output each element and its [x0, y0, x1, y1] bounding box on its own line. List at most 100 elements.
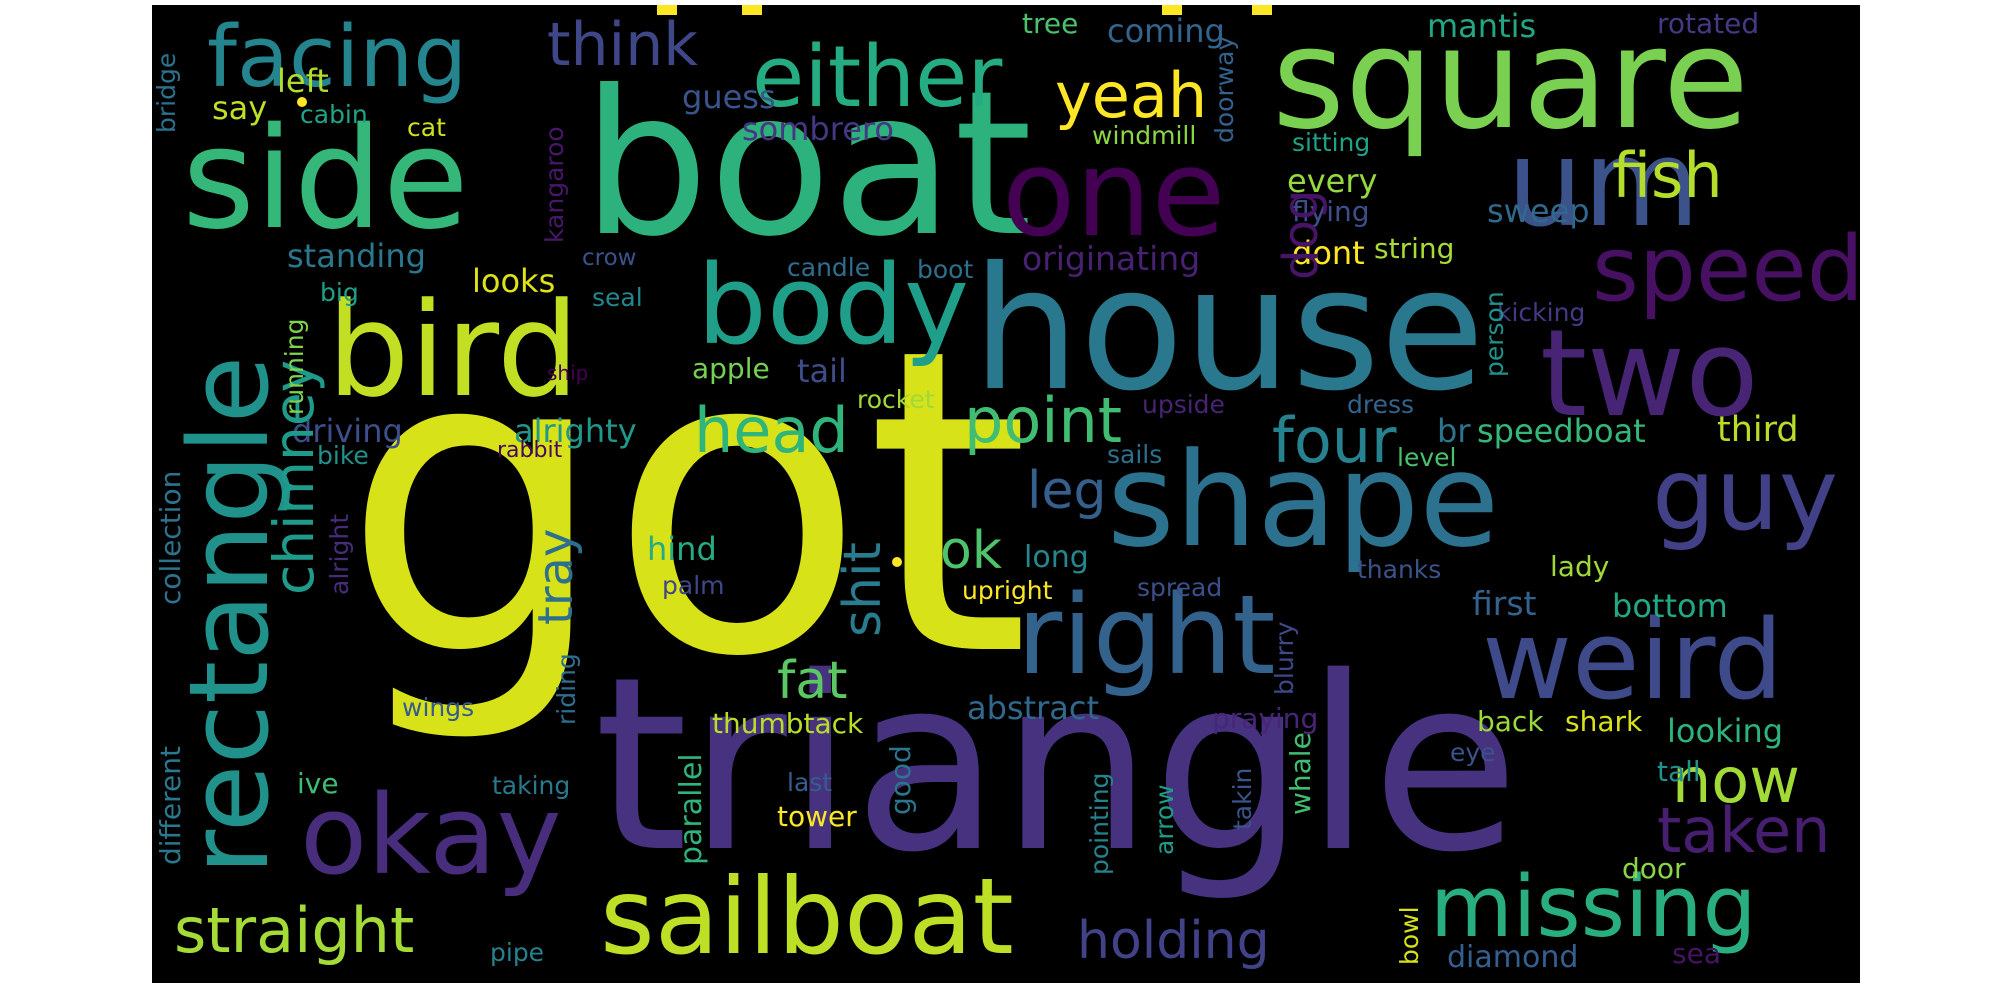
word-whale: whale — [1284, 732, 1317, 815]
word-cloud: got triangle boat house side square shap… — [152, 5, 1860, 983]
word-mantis: mantis — [1427, 7, 1537, 45]
word-sombrero: sombrero — [742, 110, 894, 148]
word-dress: dress — [1347, 390, 1415, 419]
word-bridge: bridge — [152, 52, 181, 133]
word-ship: ship — [547, 361, 589, 385]
word-um: um — [1507, 115, 1700, 254]
dash-glyph — [657, 5, 677, 15]
dash-glyph — [1252, 5, 1272, 15]
word-arrow: arrow — [1150, 784, 1179, 855]
word-four: four — [1272, 404, 1397, 477]
word-rocket: rocket — [857, 385, 935, 414]
word-ive: ive — [297, 767, 339, 800]
word-sweep: sweep — [1487, 192, 1590, 230]
word-bike: bike — [317, 441, 369, 470]
word-house: house — [972, 231, 1485, 429]
word-right: right — [1017, 571, 1276, 699]
word-windmill: windmill — [1092, 121, 1197, 150]
word-facing: facing — [207, 8, 468, 107]
word-tree: tree — [1022, 7, 1079, 40]
word-guess: guess — [682, 78, 776, 116]
word-eye: eye — [1450, 738, 1496, 767]
word-shit: shit — [833, 542, 893, 637]
word-two: two — [1540, 305, 1759, 444]
word-sitting: sitting — [1292, 128, 1371, 157]
word-shape: shape — [1107, 424, 1500, 576]
word-speed: speed — [1592, 217, 1860, 322]
word-looking: looking — [1667, 712, 1784, 750]
word-takin: takin — [1228, 767, 1257, 830]
word-boat: boat — [582, 48, 1033, 281]
word-bowl: bowl — [1395, 906, 1424, 965]
word-body: body — [697, 241, 970, 369]
word-door: door — [1622, 852, 1686, 885]
word-left: left — [277, 62, 329, 100]
word-level: level — [1397, 443, 1457, 472]
word-boot: boot — [917, 255, 974, 284]
word-kangaroo: kangaroo — [540, 126, 569, 243]
word-candle: candle — [787, 253, 871, 282]
word-lady: lady — [1550, 550, 1610, 583]
word-side: side — [182, 98, 469, 261]
word-originating: originating — [1022, 239, 1201, 278]
word-okay: okay — [300, 771, 562, 899]
word-string: string — [1374, 232, 1455, 265]
word-sails: sails — [1107, 440, 1163, 469]
word-thanks: thanks — [1357, 555, 1442, 584]
word-different: different — [154, 746, 187, 865]
dot-glyph — [297, 97, 307, 107]
word-person: person — [1480, 291, 1509, 377]
word-br: br — [1437, 412, 1471, 450]
word-leg: leg — [1027, 461, 1107, 521]
word-apple: apple — [692, 352, 770, 385]
word-think: think — [547, 10, 698, 80]
word-upright: upright — [962, 576, 1053, 605]
word-running: running — [280, 318, 309, 415]
word-abstract: abstract — [967, 689, 1100, 727]
word-sailboat: sailboat — [600, 856, 1014, 978]
word-back: back — [1477, 705, 1544, 738]
word-square: square — [1272, 5, 1749, 161]
word-hind: hind — [647, 530, 717, 568]
word-now: now — [1672, 744, 1800, 817]
word-taking: taking — [492, 771, 571, 800]
word-wings: wings — [402, 693, 475, 722]
word-one: one — [1002, 125, 1226, 264]
word-weird: weird — [1482, 596, 1784, 724]
word-tray: tray — [528, 528, 584, 625]
word-rotated: rotated — [1657, 7, 1760, 40]
word-driving: driving — [292, 412, 403, 450]
word-either: either — [752, 28, 1003, 127]
word-long: long — [1024, 540, 1089, 575]
word-parallel: parallel — [674, 753, 709, 865]
dash-glyph — [1162, 5, 1182, 15]
word-bottom: bottom — [1612, 587, 1728, 625]
word-ok: ok — [940, 521, 1002, 581]
word-taken: taken — [1657, 794, 1831, 867]
word-say: say — [212, 89, 268, 127]
word-cat: cat — [407, 113, 446, 142]
word-first: first — [1472, 584, 1537, 623]
word-spread: spread — [1137, 573, 1223, 602]
word-collection: collection — [154, 470, 187, 605]
word-good: good — [884, 745, 917, 815]
word-alright: alright — [325, 513, 354, 595]
word-big: big — [320, 278, 359, 307]
word-shark: shark — [1565, 705, 1643, 738]
word-third: third — [1717, 410, 1799, 450]
word-missing: missing — [1430, 858, 1757, 957]
word-crow: crow — [582, 245, 637, 271]
word-pipe: pipe — [490, 938, 545, 967]
word-tail: tail — [797, 352, 847, 390]
word-seal: seal — [592, 283, 643, 312]
word-triangle: triangle — [594, 625, 1520, 905]
word-kicking: kicking — [1497, 298, 1586, 327]
word-sea: sea — [1672, 937, 1721, 970]
word-yeah: yeah — [1055, 59, 1208, 132]
word-holding: holding — [1077, 911, 1270, 971]
word-rabbit: rabbit — [497, 438, 563, 463]
word-straight: straight — [174, 894, 415, 967]
word-standing: standing — [287, 237, 426, 275]
word-doorway: doorway — [1210, 35, 1239, 143]
word-cabin: cabin — [300, 100, 368, 129]
